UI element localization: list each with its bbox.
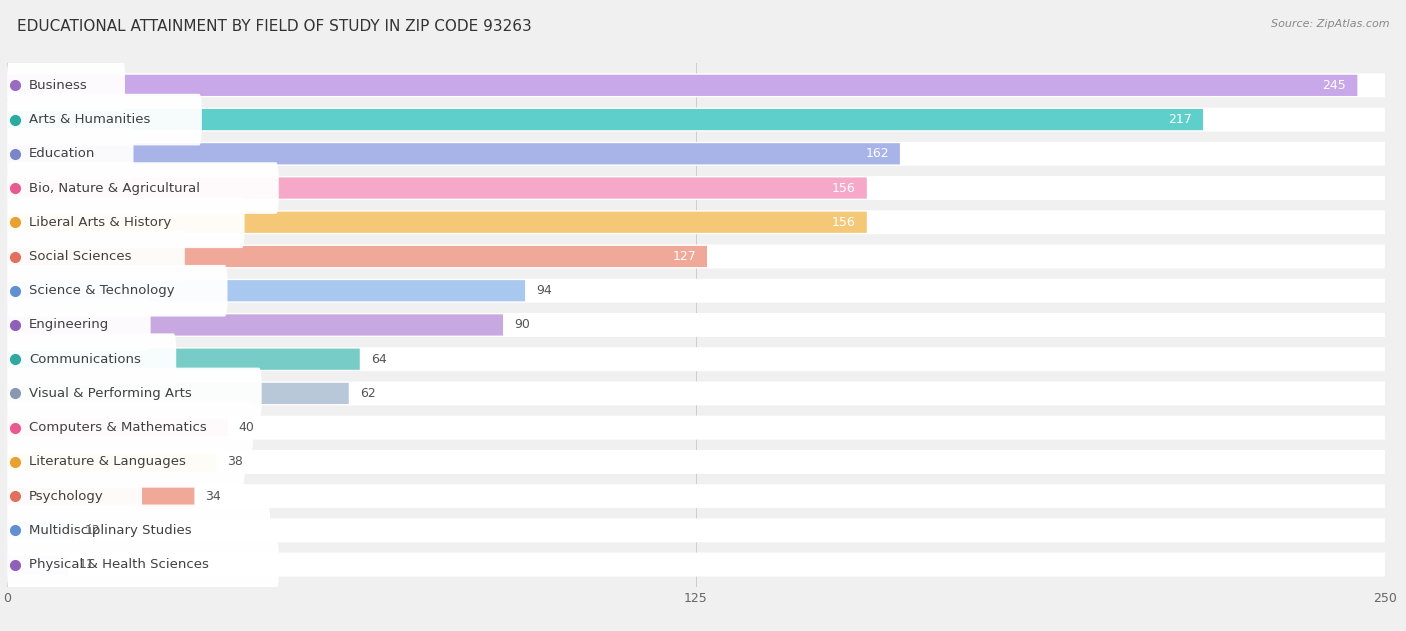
FancyBboxPatch shape [7,313,1385,337]
Text: Bio, Nature & Agricultural: Bio, Nature & Agricultural [30,182,200,194]
FancyBboxPatch shape [7,417,228,439]
Text: 34: 34 [205,490,221,503]
FancyBboxPatch shape [7,210,1385,234]
Text: 245: 245 [1323,79,1347,92]
FancyBboxPatch shape [7,347,1385,371]
Text: 62: 62 [360,387,375,400]
FancyBboxPatch shape [7,383,349,404]
Text: Physical & Health Sciences: Physical & Health Sciences [30,558,209,571]
Text: 217: 217 [1168,113,1192,126]
FancyBboxPatch shape [7,108,1385,131]
FancyBboxPatch shape [7,143,900,165]
Text: 127: 127 [672,250,696,263]
FancyBboxPatch shape [7,333,176,385]
Text: Communications: Communications [30,353,141,366]
FancyBboxPatch shape [7,402,253,454]
FancyBboxPatch shape [7,109,1204,130]
FancyBboxPatch shape [7,436,245,488]
Text: Liberal Arts & History: Liberal Arts & History [30,216,172,229]
Text: 90: 90 [515,319,530,331]
FancyBboxPatch shape [7,520,73,541]
FancyBboxPatch shape [7,553,1385,577]
Text: Science & Technology: Science & Technology [30,284,174,297]
FancyBboxPatch shape [7,416,1385,440]
FancyBboxPatch shape [7,554,67,575]
FancyBboxPatch shape [7,450,1385,474]
FancyBboxPatch shape [7,142,1385,166]
Text: Computers & Mathematics: Computers & Mathematics [30,421,207,434]
FancyBboxPatch shape [7,539,278,591]
Text: 38: 38 [228,456,243,468]
FancyBboxPatch shape [7,246,707,267]
Text: 11: 11 [79,558,94,571]
Text: 12: 12 [84,524,100,537]
Text: Literature & Languages: Literature & Languages [30,456,186,468]
Text: 162: 162 [865,147,889,160]
FancyBboxPatch shape [7,484,1385,508]
FancyBboxPatch shape [7,94,202,145]
Text: Visual & Performing Arts: Visual & Performing Arts [30,387,191,400]
Text: Multidisciplinary Studies: Multidisciplinary Studies [30,524,191,537]
FancyBboxPatch shape [7,382,1385,405]
FancyBboxPatch shape [7,162,278,214]
Text: 64: 64 [371,353,387,366]
FancyBboxPatch shape [7,280,524,302]
Text: 156: 156 [832,216,856,229]
FancyBboxPatch shape [7,451,217,473]
FancyBboxPatch shape [7,519,1385,542]
Text: 94: 94 [536,284,553,297]
FancyBboxPatch shape [7,211,868,233]
FancyBboxPatch shape [7,470,142,522]
FancyBboxPatch shape [7,314,503,336]
FancyBboxPatch shape [7,505,270,556]
FancyBboxPatch shape [7,299,150,351]
Text: Engineering: Engineering [30,319,110,331]
Text: 40: 40 [239,421,254,434]
FancyBboxPatch shape [7,368,262,419]
Text: Psychology: Psychology [30,490,104,503]
FancyBboxPatch shape [7,176,1385,200]
Text: EDUCATIONAL ATTAINMENT BY FIELD OF STUDY IN ZIP CODE 93263: EDUCATIONAL ATTAINMENT BY FIELD OF STUDY… [17,19,531,34]
Text: Social Sciences: Social Sciences [30,250,132,263]
Text: Education: Education [30,147,96,160]
FancyBboxPatch shape [7,128,134,180]
FancyBboxPatch shape [7,485,194,507]
Text: Source: ZipAtlas.com: Source: ZipAtlas.com [1271,19,1389,29]
FancyBboxPatch shape [7,73,1385,97]
FancyBboxPatch shape [7,74,1357,96]
FancyBboxPatch shape [7,196,245,248]
FancyBboxPatch shape [7,279,1385,303]
FancyBboxPatch shape [7,177,868,199]
FancyBboxPatch shape [7,348,360,370]
FancyBboxPatch shape [7,265,228,317]
Text: 156: 156 [832,182,856,194]
FancyBboxPatch shape [7,231,184,282]
Text: Arts & Humanities: Arts & Humanities [30,113,150,126]
Text: Business: Business [30,79,87,92]
FancyBboxPatch shape [7,245,1385,268]
FancyBboxPatch shape [7,59,125,111]
